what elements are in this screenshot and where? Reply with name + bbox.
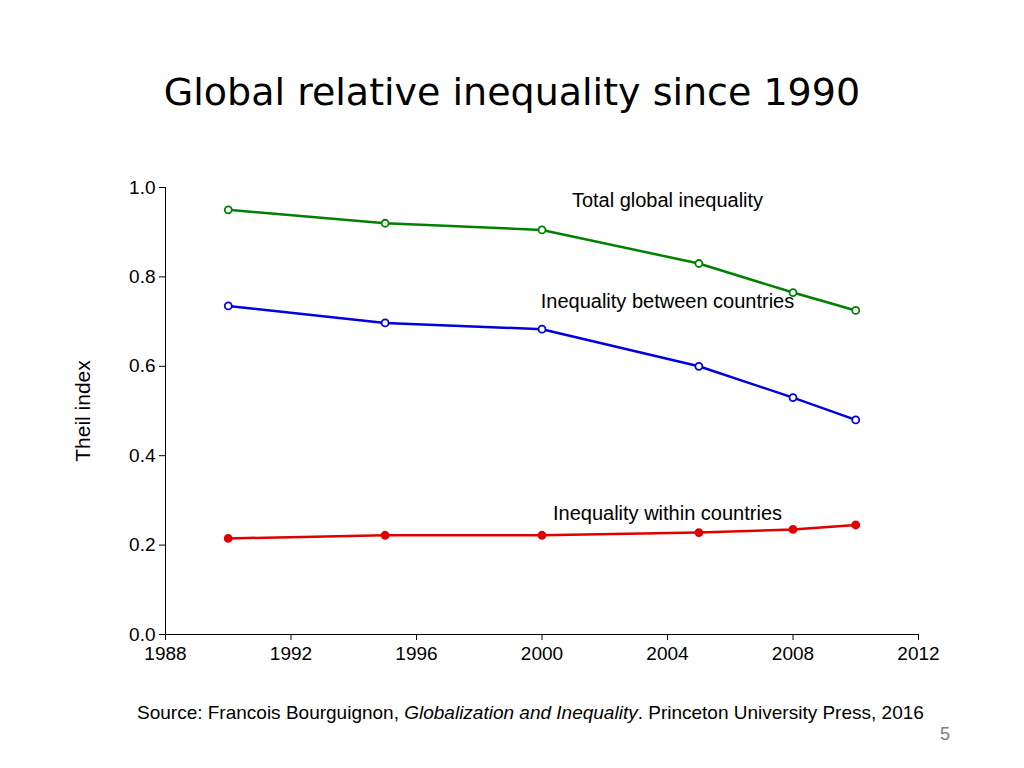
svg-text:1.0: 1.0 xyxy=(129,177,155,198)
svg-text:Inequality within countries: Inequality within countries xyxy=(553,502,782,524)
svg-text:Inequality between countries: Inequality between countries xyxy=(541,290,795,312)
svg-text:2004: 2004 xyxy=(646,643,689,664)
svg-text:2008: 2008 xyxy=(772,643,814,664)
html-text:Global relative inequality sin: Global relative inequality since 1990 xyxy=(163,70,861,114)
html-text:Source: Francois Bourguignon,: Source: Francois Bourguignon, Globalizat… xyxy=(137,702,924,723)
svg-text:2000: 2000 xyxy=(521,643,563,664)
svg-text:Total global inequality: Total global inequality xyxy=(572,189,763,211)
svg-text:0.0: 0.0 xyxy=(129,624,155,645)
svg-text:2012: 2012 xyxy=(897,643,939,664)
html-text:5: 5 xyxy=(940,724,950,744)
svg-text:0.8: 0.8 xyxy=(129,266,155,287)
svg-text:1996: 1996 xyxy=(395,643,437,664)
svg-text:0.6: 0.6 xyxy=(129,355,155,376)
svg-text:0.4: 0.4 xyxy=(129,445,156,466)
svg-text:1992: 1992 xyxy=(270,643,312,664)
svg-text:0.2: 0.2 xyxy=(129,534,155,555)
svg-text:Theil index: Theil index xyxy=(71,360,94,462)
svg-text:1988: 1988 xyxy=(144,643,186,664)
